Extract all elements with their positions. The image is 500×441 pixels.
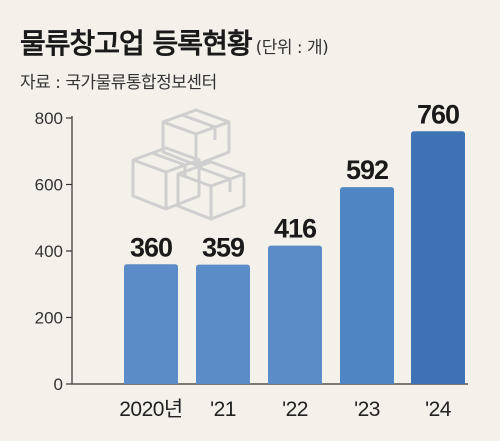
chart-title: 물류창고업 등록현황 (단위 : 개) <box>20 22 329 62</box>
bar <box>124 264 178 384</box>
x-axis-labels: 2020년 '21 '22 '23 '24 <box>119 398 452 421</box>
bar <box>411 131 465 384</box>
title-text: 물류창고업 등록현황 <box>20 27 253 60</box>
bar-value-label: 360 <box>130 232 172 262</box>
x-category-label: 2020년 <box>119 398 183 421</box>
unit-label: (단위 : 개) <box>255 38 329 58</box>
bars <box>124 131 465 384</box>
bar <box>196 264 250 384</box>
bar <box>268 245 322 384</box>
bar-value-label: 416 <box>274 214 317 244</box>
source-note: 자료 : 국가물류통합정보센터 <box>20 73 217 93</box>
bar-value-label: 760 <box>417 99 459 129</box>
y-tick-label: 400 <box>35 242 63 261</box>
x-category-label: '22 <box>282 398 308 421</box>
y-axis: 0 200 400 600 800 <box>35 109 468 394</box>
x-category-label: '24 <box>425 398 452 421</box>
bar-value-label: 592 <box>346 155 388 185</box>
x-category-label: '23 <box>354 398 380 421</box>
bar <box>340 187 394 384</box>
y-tick-label: 800 <box>35 109 63 128</box>
boxes-icon <box>131 108 246 221</box>
value-labels: 360 359 416 592 760 <box>130 99 460 263</box>
x-category-label: '21 <box>210 398 236 421</box>
y-tick-label: 600 <box>35 176 63 195</box>
bar-value-label: 359 <box>202 233 245 263</box>
y-tick-label: 0 <box>54 375 63 394</box>
y-tick-label: 200 <box>35 309 63 328</box>
